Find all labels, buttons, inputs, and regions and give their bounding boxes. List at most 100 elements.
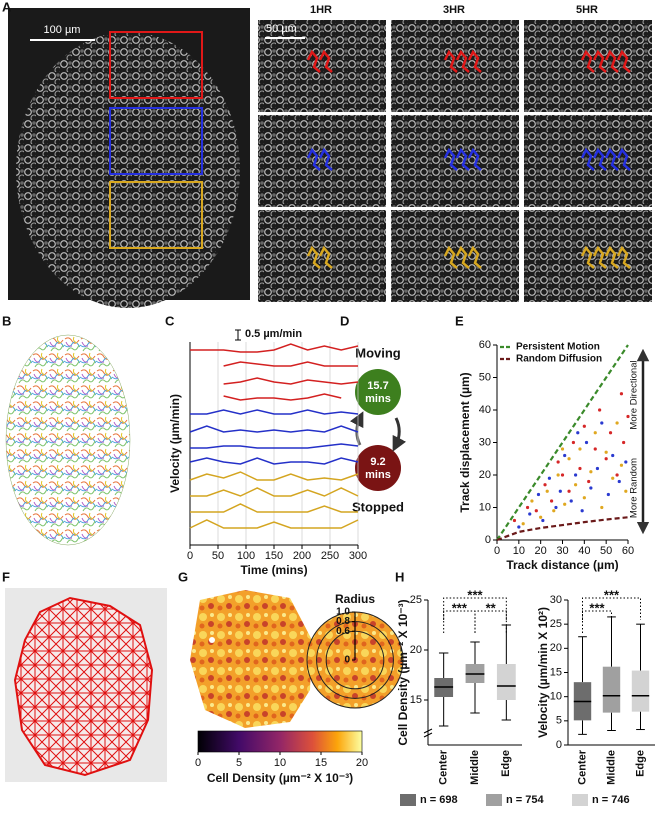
cycle-arrow	[392, 417, 407, 452]
scatter-point	[608, 431, 613, 435]
scatter-point	[584, 440, 589, 445]
scatter-point	[587, 479, 591, 484]
x-tick-label: 50	[600, 545, 612, 557]
inset-image	[391, 115, 519, 207]
inset-image	[258, 20, 386, 112]
roi-blue	[109, 107, 203, 175]
significance-bracket	[474, 610, 507, 633]
legend-swatch	[486, 794, 502, 806]
axis-break	[423, 728, 433, 738]
x-tick-label: 0	[494, 545, 500, 557]
scatter-point	[552, 509, 556, 513]
delaunay-mesh	[13, 596, 154, 777]
y-axis-label: Velocity (µm/min)	[168, 394, 182, 493]
scatter-point	[560, 447, 565, 451]
duration-unit: mins	[365, 393, 391, 405]
panel-label: F	[2, 569, 10, 584]
scatter-point	[541, 518, 545, 523]
column-header: 3HR	[443, 4, 465, 16]
reference-line	[496, 516, 629, 542]
y-tick-label: 5	[556, 715, 562, 727]
x-tick-label: 5	[236, 757, 242, 769]
cell-track	[580, 245, 631, 269]
hole	[209, 637, 215, 643]
y-tick-label: 20	[550, 642, 562, 654]
scatter-point	[626, 414, 630, 419]
significance-label: ***	[452, 600, 468, 615]
scatter-point	[563, 453, 567, 458]
scatter-point	[547, 476, 552, 480]
x-axis-label: Time (mins)	[240, 563, 307, 577]
x-tick-label: 20	[535, 545, 547, 557]
panel-label: C	[165, 313, 175, 328]
scatter-point	[517, 525, 521, 529]
scatter-point	[615, 473, 619, 477]
scatter-point	[528, 512, 532, 516]
significance-label: ***	[589, 600, 605, 615]
significance-bracket	[443, 597, 507, 620]
scatter-point	[611, 476, 615, 480]
scatter-point	[589, 486, 593, 490]
scatter-point	[571, 440, 576, 445]
radius-tick-label: 0.6	[336, 626, 350, 637]
scatter-point	[558, 489, 562, 493]
x-tick-label: 20	[356, 757, 368, 769]
significance-label: ***	[604, 587, 620, 602]
velocity-trace	[189, 425, 359, 433]
scale-label: 50 µm	[266, 23, 297, 35]
state-label: Moving	[355, 345, 401, 360]
scatter-point	[536, 492, 541, 497]
y-tick-label: 30	[479, 436, 491, 448]
cell-track	[580, 49, 631, 73]
scatter-point	[619, 392, 624, 396]
y-tick-label: 0	[485, 534, 491, 546]
y-tick-label: 20	[410, 644, 422, 656]
scatter-point	[534, 509, 538, 513]
cell-track	[443, 147, 482, 171]
stopped-circle	[355, 445, 401, 491]
panel-label: D	[340, 313, 349, 328]
box	[496, 664, 516, 700]
scatter-point	[545, 489, 549, 493]
velocity-trace	[190, 503, 358, 513]
scatter-point	[530, 499, 534, 503]
inset-image	[391, 210, 519, 302]
scatter-point	[606, 492, 610, 497]
scatter-point	[560, 473, 565, 477]
state-label: Stopped	[352, 499, 404, 514]
x-tick-label: 30	[556, 545, 568, 557]
significance-label: **	[486, 600, 497, 615]
scatter-point	[574, 473, 578, 477]
y-tick-label: 40	[479, 404, 491, 416]
inset-image	[258, 115, 386, 207]
scatter-point	[622, 440, 626, 445]
radial-title: Radius	[335, 592, 375, 606]
scatter-point	[598, 408, 602, 412]
y-tick-label: 10	[550, 691, 562, 703]
y-axis-label: Velocity (µm/min X 10²)	[536, 607, 550, 738]
annotation: More Random	[629, 458, 640, 518]
moving-circle	[355, 369, 401, 415]
x-tick-label: 10	[274, 757, 286, 769]
cell-track	[306, 245, 333, 269]
x-tick-label: 10	[513, 545, 525, 557]
panel-label: G	[178, 569, 188, 584]
y-axis-label: Cell Density (µm⁻² X 10⁻³)	[396, 599, 410, 745]
x-tick-label: 40	[578, 545, 590, 557]
box	[631, 670, 650, 712]
scatter-point	[567, 489, 571, 493]
scatter-point	[589, 470, 593, 474]
category-label: Edge	[500, 750, 512, 777]
x-tick-label: 60	[622, 545, 634, 557]
scatter-point	[611, 453, 615, 458]
y-tick-label: 25	[550, 618, 562, 630]
scatter-point	[604, 457, 608, 461]
scatter-point	[556, 473, 560, 477]
scatter-point	[624, 489, 628, 493]
x-tick-label: 15	[315, 757, 327, 769]
legend-label: Persistent Motion	[516, 342, 600, 353]
scatter-point	[567, 457, 571, 461]
inset-image	[258, 210, 386, 302]
